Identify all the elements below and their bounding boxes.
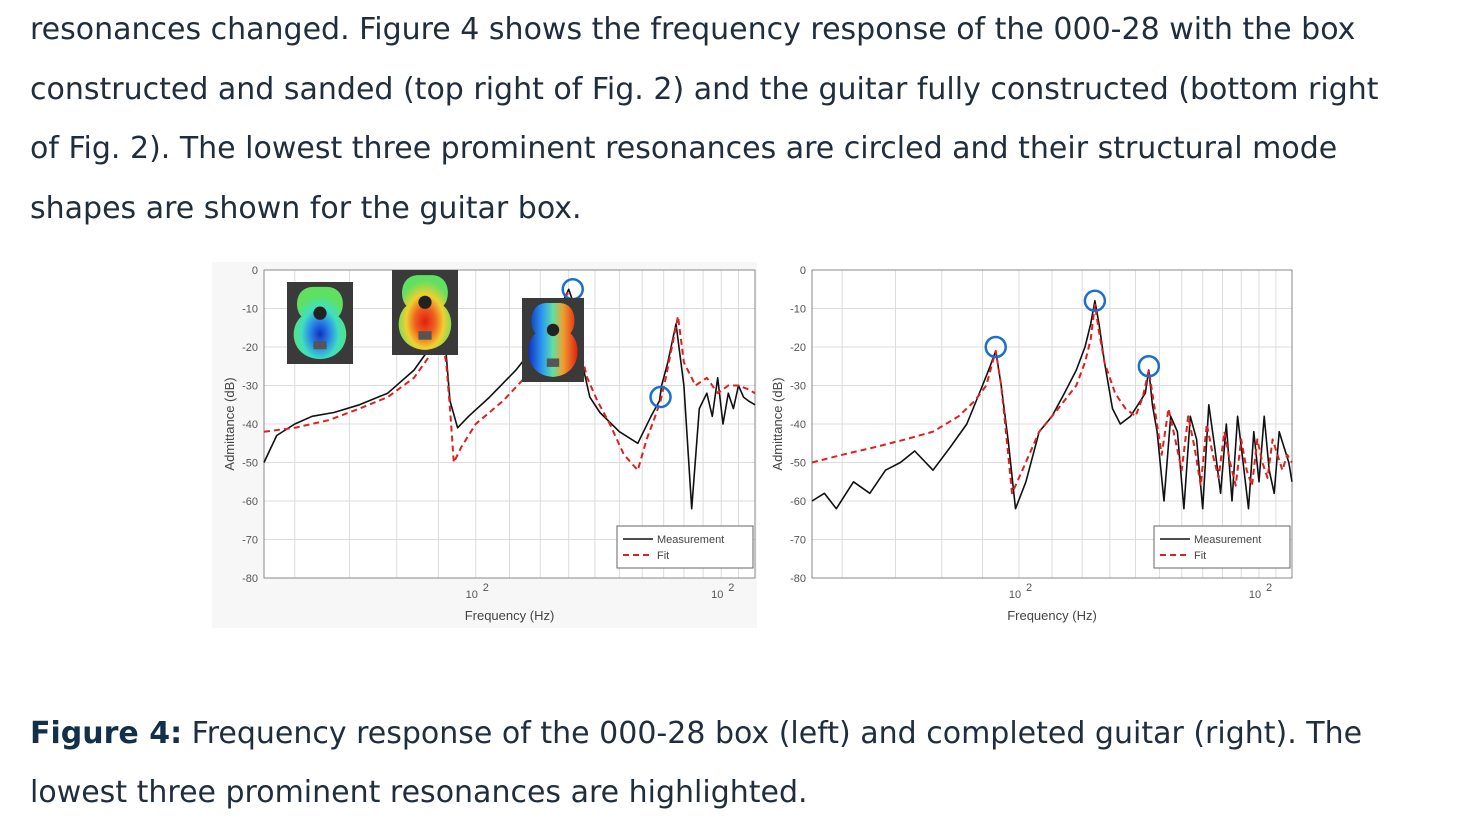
body-paragraph: resonances changed. Figure 4 shows the f… xyxy=(30,0,1465,238)
paragraph-line: constructed and sanded (top right of Fig… xyxy=(30,71,1379,107)
y-tick-label: -20 xyxy=(242,342,258,354)
legend-entry: Measurement xyxy=(1194,534,1261,546)
x-tick-exponent: 2 xyxy=(1266,582,1272,594)
resonance-circle xyxy=(1137,355,1161,378)
mode-shape-inset xyxy=(287,282,353,364)
mode-shape-inset xyxy=(392,270,458,355)
sound-hole xyxy=(546,323,560,337)
y-tick-label: -80 xyxy=(242,573,258,585)
y-tick-label: -10 xyxy=(242,304,258,316)
y-tick-label: -50 xyxy=(242,458,258,470)
y-tick-label: -20 xyxy=(790,342,806,354)
y-tick-label: -30 xyxy=(790,381,806,393)
mode-shape-inset xyxy=(522,298,584,382)
legend-entry: Fit xyxy=(1194,550,1206,562)
x-axis-label: Frequency (Hz) xyxy=(1007,608,1097,623)
y-tick-label: -70 xyxy=(242,535,258,547)
x-tick-label: 10 xyxy=(711,589,723,601)
y-tick-label: -40 xyxy=(790,419,806,431)
legend-box xyxy=(1153,525,1291,569)
paragraph-line: shapes are shown for the guitar box. xyxy=(30,190,582,226)
legend: Measurement Fit xyxy=(1153,525,1291,569)
sound-hole xyxy=(313,306,327,320)
sound-hole xyxy=(418,295,432,309)
x-axis-label: Frequency (Hz) xyxy=(465,608,555,623)
legend-entry: Measurement xyxy=(657,534,724,546)
y-tick-label: 0 xyxy=(252,265,258,277)
guitar-body-shape xyxy=(293,286,347,360)
caption-line-1: Figure 4: Frequency response of the 000-… xyxy=(30,704,1450,763)
y-axis-label: Admittance (dB) xyxy=(222,377,237,470)
y-tick-label: -80 xyxy=(790,573,806,585)
caption-label: Figure 4: xyxy=(30,716,183,751)
caption-text-1: Frequency response of the 000-28 box (le… xyxy=(182,716,1363,751)
resonance-circle xyxy=(1083,289,1107,313)
y-tick-label: 0 xyxy=(800,265,806,277)
guitar-body-shape xyxy=(528,303,578,377)
plot-frame xyxy=(811,269,1293,579)
bridge-shape xyxy=(546,358,560,367)
resonance-circle xyxy=(984,335,1007,359)
x-tick-exponent: 2 xyxy=(728,582,734,594)
chart-panel-right: 0 -10 -20 -30 -40 -50 -60 -70 -80 10 2 10 2 Frequency… xyxy=(760,262,1297,628)
x-tick-exponent: 2 xyxy=(483,582,489,594)
x-tick-exponent: 2 xyxy=(1026,582,1032,594)
resonance-circle xyxy=(649,385,672,409)
series-fit-line xyxy=(811,303,1293,495)
y-tick-label: -60 xyxy=(790,496,806,508)
frequency-response-figure: 0 -10 -20 -30 -40 -50 -60 -70 -80 10 2 10 2 Frequency… xyxy=(212,262,1297,628)
paragraph-line: of Fig. 2). The lowest three prominent r… xyxy=(30,131,1338,166)
figure-caption: Figure 4: Frequency response of the 000-… xyxy=(30,704,1450,822)
y-tick-label: -10 xyxy=(790,304,806,316)
y-axis-label: Admittance (dB) xyxy=(770,377,785,470)
plot-frame xyxy=(263,269,756,579)
legend: Measurement Fit xyxy=(616,525,754,569)
y-tick-label: -70 xyxy=(790,535,806,547)
y-tick-label: -40 xyxy=(242,419,258,431)
legend-entry: Fit xyxy=(657,550,669,562)
bridge-shape xyxy=(313,341,327,350)
y-tick-label: -50 xyxy=(790,458,806,470)
x-tick-label: 10 xyxy=(466,589,478,601)
y-tick-label: -30 xyxy=(242,381,258,393)
bridge-shape xyxy=(418,331,432,340)
x-tick-label: 10 xyxy=(1009,589,1021,601)
figure-4: 0 -10 -20 -30 -40 -50 -60 -70 -80 10 2 10 2 Frequency… xyxy=(212,262,1297,628)
caption-line-2: lowest three prominent resonances are hi… xyxy=(30,775,808,810)
series-fit-line xyxy=(263,292,756,472)
series-measurement-line xyxy=(811,299,1293,510)
y-tick-label: -60 xyxy=(242,496,258,508)
paragraph-line: resonances changed. Figure 4 shows the f… xyxy=(30,12,1356,47)
guitar-body-shape xyxy=(398,275,452,350)
chart-panel-left: 0 -10 -20 -30 -40 -50 -60 -70 -80 10 2 10 2 Frequency… xyxy=(212,262,757,628)
x-tick-label: 10 xyxy=(1249,589,1261,601)
legend-box xyxy=(616,525,754,569)
